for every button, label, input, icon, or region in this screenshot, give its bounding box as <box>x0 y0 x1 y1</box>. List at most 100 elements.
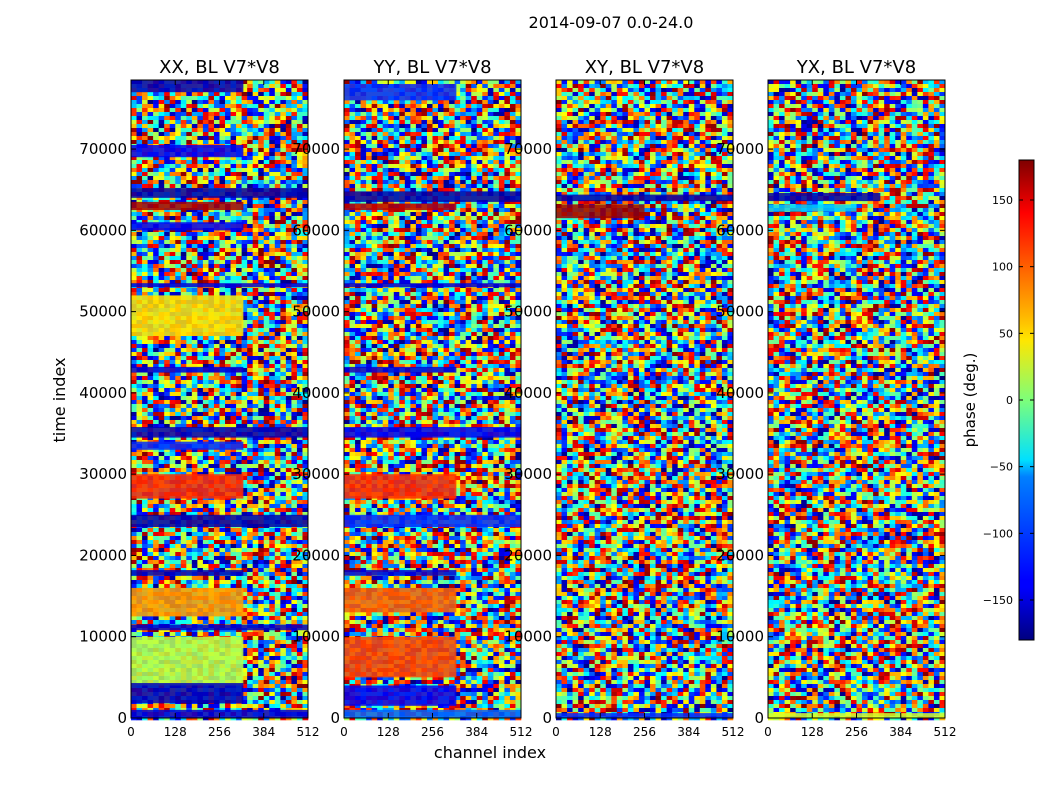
phase-cell <box>219 460 226 465</box>
phase-cell <box>291 564 298 569</box>
phase-cell <box>302 164 309 169</box>
phase-cell <box>247 348 253 353</box>
phase-cell <box>291 252 298 257</box>
phase-cell <box>153 620 159 625</box>
phase-cell <box>208 116 215 121</box>
phase-cell <box>186 132 193 137</box>
phase-cell <box>131 436 137 441</box>
phase-cell <box>186 356 193 361</box>
phase-cell <box>241 540 248 545</box>
phase-cell <box>247 608 253 613</box>
phase-cell <box>280 656 287 661</box>
phase-cell <box>230 104 237 109</box>
phase-cell <box>291 404 298 409</box>
phase-cell <box>285 144 292 149</box>
phase-cell <box>241 528 248 533</box>
phase-cell <box>153 196 159 201</box>
phase-cell <box>142 96 148 101</box>
phase-cell <box>236 108 242 113</box>
phase-cell <box>131 460 137 465</box>
phase-cell <box>296 596 303 601</box>
phase-cell <box>258 476 265 481</box>
phase-cell <box>269 680 276 685</box>
phase-cell <box>164 580 171 585</box>
phase-cell <box>208 404 215 409</box>
phase-cell <box>208 108 215 113</box>
phase-cell <box>136 356 143 361</box>
phase-cell <box>280 408 287 413</box>
phase-cell <box>241 496 248 501</box>
phase-cell <box>142 344 148 349</box>
phase-cell <box>247 100 253 105</box>
phase-cell <box>258 228 265 233</box>
phase-cell <box>230 544 237 549</box>
phase-cell <box>274 576 281 581</box>
phase-cell <box>258 140 265 145</box>
phase-cell <box>241 504 248 509</box>
phase-cell <box>202 584 209 589</box>
phase-cell <box>213 280 220 285</box>
phase-cell <box>236 584 242 589</box>
phase-cell <box>175 504 182 509</box>
phase-cell <box>225 292 231 297</box>
phase-cell <box>131 528 137 533</box>
phase-cell <box>247 264 253 269</box>
phase-cell <box>269 492 276 497</box>
phase-cell <box>191 512 198 517</box>
phase-cell <box>258 632 265 637</box>
phase-cell <box>247 136 253 141</box>
phase-cell <box>258 676 265 681</box>
phase-cell <box>269 464 276 469</box>
phase-cell <box>296 204 303 209</box>
phase-cell <box>285 568 292 573</box>
phase-cell <box>247 224 253 229</box>
phase-cell <box>285 404 292 409</box>
phase-cell <box>241 408 248 413</box>
phase-cell <box>258 248 265 253</box>
phase-cell <box>280 448 287 453</box>
phase-cell <box>296 344 303 349</box>
phase-cell <box>252 132 259 137</box>
phase-cell <box>180 412 187 417</box>
phase-cell <box>302 508 309 513</box>
phase-cell <box>269 416 276 421</box>
phase-cell <box>252 348 259 353</box>
phase-cell <box>191 112 198 117</box>
phase-cell <box>202 372 209 377</box>
phase-cell <box>197 452 204 457</box>
phase-cell <box>213 392 220 397</box>
phase-cell <box>285 232 292 237</box>
phase-cell <box>296 644 303 649</box>
phase-cell <box>258 136 265 141</box>
phase-cell <box>236 564 242 569</box>
phase-cell <box>269 568 276 573</box>
phase-cell <box>147 280 154 285</box>
phase-cell <box>296 684 303 689</box>
phase-cell <box>269 380 276 385</box>
phase-cell <box>274 408 281 413</box>
phase-cell <box>296 464 303 469</box>
phase-cell <box>197 408 204 413</box>
phase-cell <box>296 456 303 461</box>
phase-cell <box>186 544 193 549</box>
phase-cell <box>269 536 276 541</box>
phase-cell <box>147 288 154 293</box>
phase-cell <box>296 548 303 553</box>
phase-cell <box>164 252 171 257</box>
phase-cell <box>230 236 237 241</box>
phase-cell <box>153 416 159 421</box>
phase-cell <box>219 536 226 541</box>
phase-cell <box>197 220 204 225</box>
phase-cell <box>274 160 281 165</box>
phase-cell <box>147 176 154 181</box>
phase-cell <box>236 528 242 533</box>
phase-cell <box>191 244 198 249</box>
phase-cell <box>175 556 182 561</box>
phase-cell <box>247 588 253 593</box>
phase-cell <box>291 160 298 165</box>
phase-cell <box>180 256 187 261</box>
phase-cell <box>280 664 287 669</box>
phase-cell <box>302 112 309 117</box>
phase-cell <box>302 116 309 121</box>
phase-cell <box>136 272 143 277</box>
